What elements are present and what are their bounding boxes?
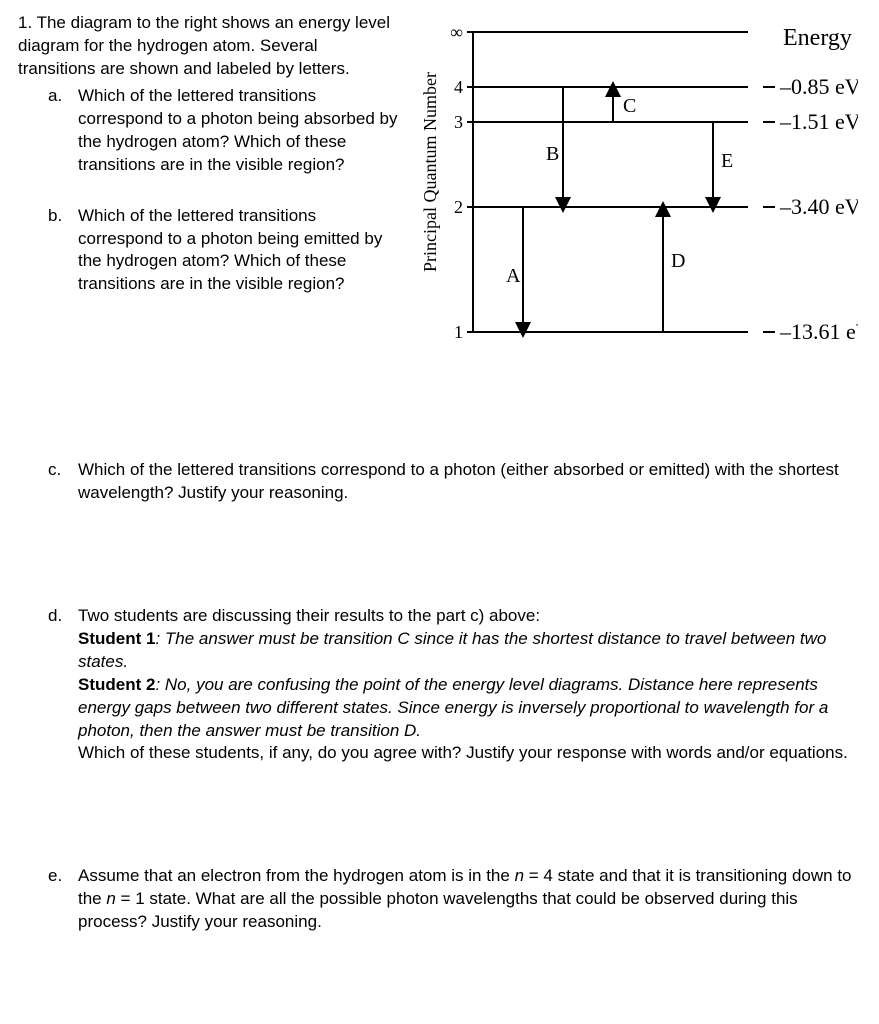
svg-text:1: 1 <box>454 322 463 342</box>
svg-text:A: A <box>506 265 521 287</box>
part-d-letter: d. <box>48 605 68 766</box>
part-b-letter: b. <box>48 205 68 297</box>
part-a-letter: a. <box>48 85 68 177</box>
svg-text:3: 3 <box>454 112 463 132</box>
student1-text: : The answer must be transition C since … <box>78 629 826 671</box>
part-e-eq1: = 1 state. What are all the possible pho… <box>78 889 798 931</box>
part-d-student1: Student 1: The answer must be transition… <box>78 628 861 674</box>
svg-text:∞: ∞ <box>450 22 463 42</box>
energy-level-diagram: Principal Quantum Number Energy ∞ 4 –0.85 eV… <box>418 12 861 369</box>
part-d-body: Two students are discussing their result… <box>78 605 861 766</box>
svg-text:Principal Quantum Number: Principal Quantum Number <box>420 72 440 272</box>
top-row: 1. The diagram to the right shows an ene… <box>18 12 861 369</box>
svg-text:D: D <box>671 250 685 272</box>
part-d-student2: Student 2: No, you are confusing the poi… <box>78 674 861 743</box>
part-d-line1: Two students are discussing their result… <box>78 605 861 628</box>
part-c-text: Which of the lettered transitions corres… <box>78 459 861 505</box>
svg-text:–1.51 eV: –1.51 eV <box>779 109 858 134</box>
part-e-n1: n <box>106 889 115 908</box>
svg-text:C: C <box>623 95 636 117</box>
student2-label: Student 2 <box>78 675 155 694</box>
part-c-letter: c. <box>48 459 68 505</box>
part-e-n4: n <box>515 866 524 885</box>
part-e-letter: e. <box>48 865 68 934</box>
svg-text:B: B <box>546 143 559 165</box>
part-b-text: Which of the lettered transitions corres… <box>78 205 398 297</box>
student2-text: : No, you are confusing the point of the… <box>78 675 828 740</box>
svg-text:–0.85 eV: –0.85 eV <box>779 74 858 99</box>
part-d: d. Two students are discussing their res… <box>18 605 861 766</box>
svg-text:2: 2 <box>454 197 463 217</box>
part-c: c. Which of the lettered transitions cor… <box>18 459 861 505</box>
part-e: e. Assume that an electron from the hydr… <box>18 865 861 934</box>
part-b: b. Which of the lettered transitions cor… <box>48 205 398 297</box>
part-a: a. Which of the lettered transitions cor… <box>48 85 398 177</box>
svg-text:–3.40 eV: –3.40 eV <box>779 194 858 219</box>
part-e-text: Assume that an electron from the hydroge… <box>78 865 861 934</box>
svg-text:–13.61 eV: –13.61 eV <box>779 319 858 344</box>
svg-text:4: 4 <box>454 77 463 97</box>
svg-text:Energy: Energy <box>783 25 852 51</box>
part-e-pre: Assume that an electron from the hydroge… <box>78 866 515 885</box>
question-text-column: 1. The diagram to the right shows an ene… <box>18 12 398 324</box>
svg-text:E: E <box>721 150 733 172</box>
sub-parts-beside-diagram: a. Which of the lettered transitions cor… <box>18 85 398 297</box>
part-d-prompt: Which of these students, if any, do you … <box>78 742 861 765</box>
part-a-text: Which of the lettered transitions corres… <box>78 85 398 177</box>
question-intro: 1. The diagram to the right shows an ene… <box>18 12 398 81</box>
diagram-svg: Principal Quantum Number Energy ∞ 4 –0.85 eV… <box>418 12 858 362</box>
student1-label: Student 1 <box>78 629 155 648</box>
